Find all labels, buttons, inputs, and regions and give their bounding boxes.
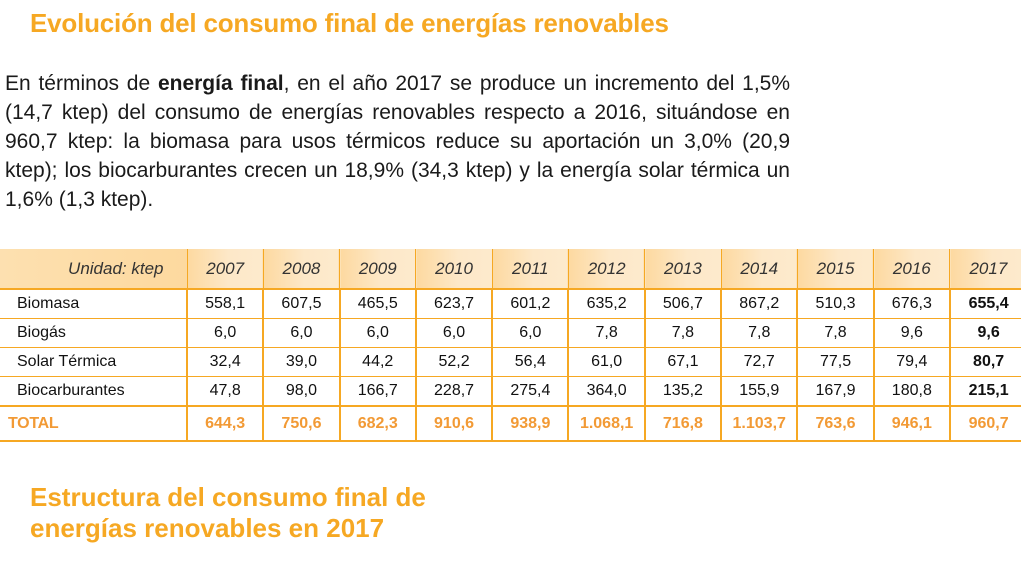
table-cell: 6,0	[414, 318, 493, 348]
total-label: TOTAL	[0, 405, 187, 442]
total-cell: 750,6	[262, 405, 340, 442]
table-row: Biocarburantes 47,8 98,0 166,7 228,7 275…	[0, 376, 1021, 407]
table-cell: 601,2	[491, 289, 569, 319]
intro-text-rest: , en el año 2017 se produce un increment…	[5, 72, 791, 211]
row-label: Biocarburantes	[0, 376, 187, 407]
table-cell: 47,8	[185, 376, 264, 407]
table-cell: 6,0	[185, 318, 264, 348]
table-cell: 6,0	[491, 318, 569, 348]
table-cell: 61,0	[567, 347, 645, 377]
total-cell: 960,7	[948, 405, 1021, 442]
table-cell: 655,4	[948, 289, 1021, 319]
year-header: 2014	[720, 249, 798, 290]
table-cell: 7,8	[796, 318, 874, 348]
year-header: 2015	[796, 249, 874, 290]
table-cell: 56,4	[491, 347, 569, 377]
total-cell: 716,8	[643, 405, 722, 442]
table-cell: 228,7	[414, 376, 493, 407]
table-cell: 67,1	[643, 347, 722, 377]
year-header: 2011	[491, 249, 569, 290]
row-label: Solar Térmica	[0, 347, 187, 377]
year-header: 2010	[415, 249, 493, 290]
table-cell: 7,8	[567, 318, 645, 348]
renewables-table: Unidad: ktep 2007 2008 2009 2010 2011 20…	[0, 249, 1021, 442]
total-cell: 1.068,1	[567, 405, 645, 442]
table-cell: 155,9	[720, 376, 798, 407]
intro-paragraph: En términos de energía final, en el año …	[5, 69, 790, 214]
table-cell: 39,0	[262, 347, 340, 377]
table-cell: 7,8	[643, 318, 722, 348]
table-row: Biomasa 558,1 607,5 465,5 623,7 601,2 63…	[0, 289, 1021, 319]
year-header: 2009	[339, 249, 416, 290]
table-cell: 135,2	[643, 376, 722, 407]
table-cell: 166,7	[338, 376, 416, 407]
year-header: 2012	[567, 249, 645, 290]
total-cell: 763,6	[796, 405, 874, 442]
table-cell: 635,2	[567, 289, 645, 319]
table-cell: 9,6	[948, 318, 1021, 348]
year-header: 2007	[186, 249, 264, 290]
table-cell: 510,3	[796, 289, 874, 319]
table-cell: 167,9	[796, 376, 874, 407]
table-cell: 44,2	[338, 347, 416, 377]
table-cell: 607,5	[262, 289, 340, 319]
total-cell: 946,1	[872, 405, 950, 442]
table-cell: 180,8	[872, 376, 950, 407]
year-header: 2017	[949, 249, 1021, 290]
table-cell: 465,5	[338, 289, 416, 319]
table-cell: 7,8	[720, 318, 798, 348]
table-cell: 79,4	[872, 347, 950, 377]
intro-bold-term: energía final	[157, 72, 284, 95]
table-cell: 676,3	[872, 289, 950, 319]
table-cell: 867,2	[720, 289, 798, 319]
table-cell: 215,1	[948, 376, 1021, 407]
table-cell: 80,7	[948, 347, 1021, 377]
table-header-row: Unidad: ktep 2007 2008 2009 2010 2011 20…	[0, 249, 1021, 290]
row-label: Biogás	[0, 318, 187, 348]
year-header: 2008	[262, 249, 340, 290]
total-cell: 938,9	[491, 405, 569, 442]
total-row: TOTAL 644,3 750,6 682,3 910,6 938,9 1.06…	[0, 405, 1021, 442]
row-label: Biomasa	[0, 289, 187, 319]
table-cell: 72,7	[720, 347, 798, 377]
table-row: Solar Térmica 32,4 39,0 44,2 52,2 56,4 6…	[0, 347, 1021, 377]
unit-label: Unidad: ktep	[0, 249, 187, 290]
table-cell: 32,4	[185, 347, 264, 377]
total-cell: 910,6	[414, 405, 493, 442]
table-cell: 558,1	[185, 289, 264, 319]
table-cell: 506,7	[643, 289, 722, 319]
total-cell: 682,3	[338, 405, 416, 442]
year-header: 2013	[644, 249, 722, 290]
table-cell: 623,7	[414, 289, 493, 319]
table-cell: 6,0	[338, 318, 416, 348]
intro-text-start: En términos de	[5, 72, 158, 95]
page-title: Evolución del consumo final de energías …	[30, 8, 669, 38]
total-cell: 644,3	[185, 405, 264, 442]
table-cell: 9,6	[872, 318, 950, 348]
table-cell: 6,0	[262, 318, 340, 348]
year-header: 2016	[873, 249, 950, 290]
section-subtitle: Estructura del consumo final de energías…	[30, 482, 426, 543]
table-cell: 77,5	[796, 347, 874, 377]
table-cell: 275,4	[491, 376, 569, 407]
table-cell: 364,0	[567, 376, 645, 407]
total-cell: 1.103,7	[720, 405, 798, 442]
table-row: Biogás 6,0 6,0 6,0 6,0 6,0 7,8 7,8 7,8 7…	[0, 318, 1021, 348]
table-cell: 52,2	[414, 347, 493, 377]
table-cell: 98,0	[262, 376, 340, 407]
